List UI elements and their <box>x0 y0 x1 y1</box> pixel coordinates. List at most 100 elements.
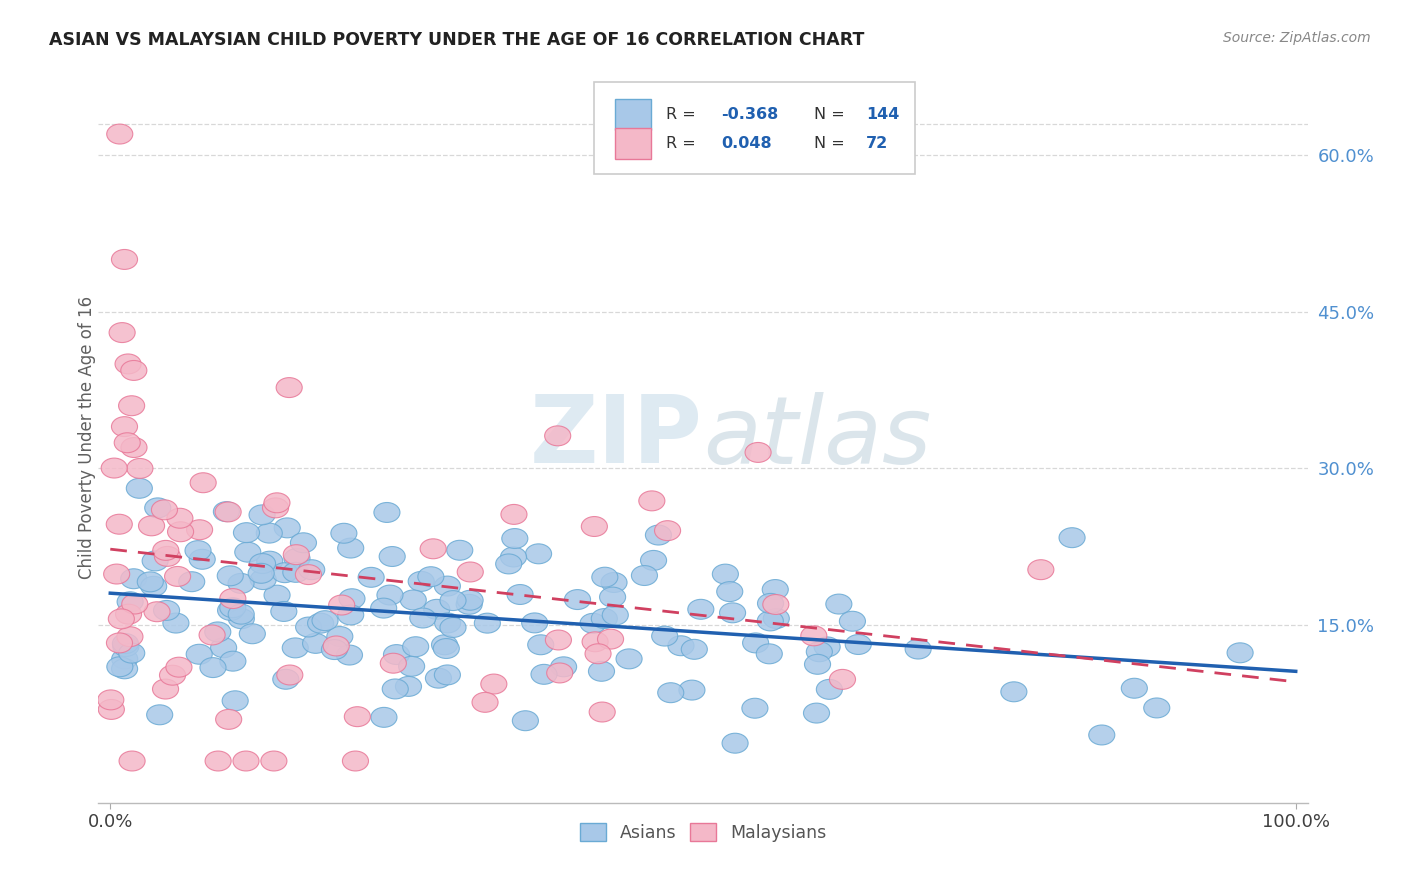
Text: 0.048: 0.048 <box>721 136 772 152</box>
Ellipse shape <box>371 599 396 618</box>
Ellipse shape <box>283 562 309 582</box>
Ellipse shape <box>291 533 316 553</box>
Ellipse shape <box>200 625 225 645</box>
Ellipse shape <box>235 542 262 562</box>
Ellipse shape <box>146 705 173 725</box>
Text: -0.368: -0.368 <box>721 107 779 122</box>
Ellipse shape <box>544 425 571 446</box>
Ellipse shape <box>1122 678 1147 698</box>
Ellipse shape <box>104 564 129 584</box>
Ellipse shape <box>186 644 212 665</box>
Ellipse shape <box>263 498 288 518</box>
Ellipse shape <box>679 680 704 700</box>
Ellipse shape <box>433 639 460 658</box>
Ellipse shape <box>804 655 831 674</box>
Ellipse shape <box>1143 698 1170 718</box>
Ellipse shape <box>247 564 274 583</box>
Ellipse shape <box>371 707 396 727</box>
Ellipse shape <box>107 124 132 144</box>
Text: R =: R = <box>665 107 700 122</box>
Ellipse shape <box>228 604 254 624</box>
Ellipse shape <box>905 639 931 659</box>
Ellipse shape <box>110 323 135 343</box>
Ellipse shape <box>121 438 148 458</box>
Ellipse shape <box>682 640 707 659</box>
Ellipse shape <box>121 360 146 380</box>
Ellipse shape <box>219 589 246 608</box>
Ellipse shape <box>167 522 194 541</box>
Ellipse shape <box>120 751 145 771</box>
Ellipse shape <box>1028 559 1054 580</box>
Ellipse shape <box>98 690 124 710</box>
Ellipse shape <box>551 657 576 677</box>
Ellipse shape <box>153 600 180 620</box>
Ellipse shape <box>122 594 148 614</box>
Ellipse shape <box>1227 643 1253 663</box>
Ellipse shape <box>762 580 789 599</box>
Ellipse shape <box>839 611 866 632</box>
Ellipse shape <box>1059 528 1085 548</box>
Ellipse shape <box>447 541 472 560</box>
Ellipse shape <box>312 611 337 631</box>
Ellipse shape <box>763 608 789 629</box>
Ellipse shape <box>456 594 482 615</box>
Ellipse shape <box>143 602 170 622</box>
Ellipse shape <box>374 502 399 523</box>
Ellipse shape <box>713 564 738 584</box>
Ellipse shape <box>339 589 366 608</box>
Ellipse shape <box>582 632 609 652</box>
Ellipse shape <box>112 637 139 657</box>
Ellipse shape <box>115 354 141 374</box>
Ellipse shape <box>205 622 231 642</box>
Ellipse shape <box>215 502 242 522</box>
Ellipse shape <box>457 562 484 582</box>
Ellipse shape <box>377 585 404 605</box>
Ellipse shape <box>239 624 266 644</box>
Text: R =: R = <box>665 136 700 152</box>
Ellipse shape <box>763 595 789 615</box>
Ellipse shape <box>337 538 364 558</box>
Ellipse shape <box>111 659 138 679</box>
Ellipse shape <box>641 550 666 570</box>
Ellipse shape <box>256 523 283 543</box>
Ellipse shape <box>457 591 484 610</box>
Ellipse shape <box>803 703 830 723</box>
Ellipse shape <box>257 551 283 571</box>
Ellipse shape <box>298 560 325 580</box>
Ellipse shape <box>655 521 681 541</box>
Ellipse shape <box>233 523 260 542</box>
Ellipse shape <box>585 644 612 664</box>
Ellipse shape <box>602 605 628 625</box>
Ellipse shape <box>589 702 616 722</box>
Ellipse shape <box>420 539 446 558</box>
Ellipse shape <box>153 541 179 560</box>
Ellipse shape <box>398 657 425 676</box>
Ellipse shape <box>228 574 254 593</box>
Ellipse shape <box>190 473 217 492</box>
Ellipse shape <box>631 566 658 585</box>
Ellipse shape <box>801 626 827 646</box>
Ellipse shape <box>302 633 329 653</box>
Ellipse shape <box>167 508 193 528</box>
Ellipse shape <box>531 665 557 684</box>
Ellipse shape <box>440 591 465 610</box>
Ellipse shape <box>283 638 308 657</box>
Ellipse shape <box>200 657 226 678</box>
Ellipse shape <box>825 594 852 614</box>
Ellipse shape <box>222 690 249 711</box>
Ellipse shape <box>322 640 347 659</box>
Ellipse shape <box>228 608 254 629</box>
Ellipse shape <box>546 630 571 650</box>
Ellipse shape <box>114 433 141 453</box>
Ellipse shape <box>527 635 554 655</box>
Ellipse shape <box>101 458 127 478</box>
Ellipse shape <box>758 611 783 631</box>
Ellipse shape <box>117 627 143 647</box>
Ellipse shape <box>564 590 591 609</box>
Ellipse shape <box>118 396 145 416</box>
Ellipse shape <box>112 633 138 654</box>
Ellipse shape <box>138 572 163 591</box>
Ellipse shape <box>720 603 745 623</box>
Ellipse shape <box>273 669 299 690</box>
Ellipse shape <box>481 674 508 694</box>
